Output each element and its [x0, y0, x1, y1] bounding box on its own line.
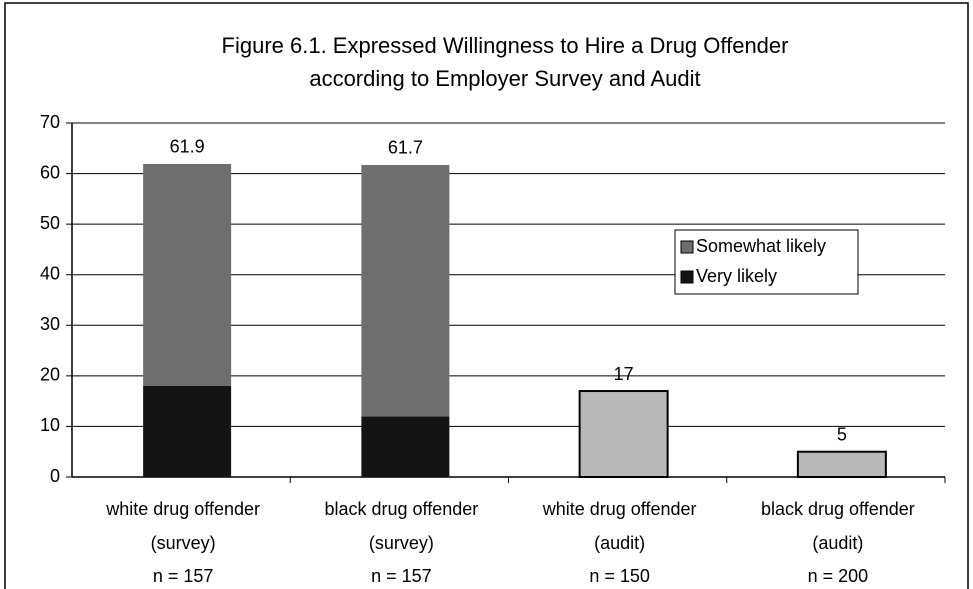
x-tick-label: black drug offender — [761, 499, 915, 519]
legend-label: Very likely — [696, 266, 777, 286]
x-tick-label: (survey) — [151, 533, 216, 553]
y-tick-label: 0 — [50, 466, 60, 486]
bar-segment — [361, 164, 450, 417]
bar-segment — [578, 390, 669, 478]
y-tick-label: 50 — [40, 213, 60, 233]
total-label: 61.9 — [170, 137, 205, 157]
legend-box — [674, 229, 859, 295]
bar-segment — [143, 385, 232, 477]
x-tick-label: (audit) — [594, 533, 645, 553]
bar-segment — [143, 163, 232, 386]
total-label: 61.7 — [388, 138, 423, 158]
y-tick-label: 70 — [40, 112, 60, 132]
sample-size: n = 157 — [153, 566, 214, 586]
x-tick-label: (survey) — [369, 533, 434, 553]
sample-size: n = 200 — [808, 566, 869, 586]
legend-label: Somewhat likely — [696, 236, 826, 256]
bar-segment — [361, 416, 450, 477]
sample-size: n = 157 — [371, 566, 432, 586]
y-tick-label: 20 — [40, 365, 60, 385]
y-tick-label: 30 — [40, 314, 60, 334]
y-tick-label: 40 — [40, 263, 60, 283]
total-label: 17 — [614, 364, 634, 384]
x-tick-label: white drug offender — [105, 499, 260, 519]
legend-swatch — [680, 270, 694, 284]
x-tick-label: black drug offender — [324, 499, 478, 519]
bar-segment — [796, 450, 887, 479]
sample-size: n = 150 — [589, 566, 650, 586]
x-tick-label: white drug offender — [542, 499, 697, 519]
legend-swatch — [680, 240, 694, 254]
chart-title: according to Employer Survey and Audit — [309, 66, 700, 91]
y-tick-label: 10 — [40, 415, 60, 435]
x-tick-label: (audit) — [812, 533, 863, 553]
total-label: 5 — [837, 424, 847, 444]
y-tick-label: 60 — [40, 162, 60, 182]
chart-title: Figure 6.1. Expressed Willingness to Hir… — [222, 33, 789, 58]
